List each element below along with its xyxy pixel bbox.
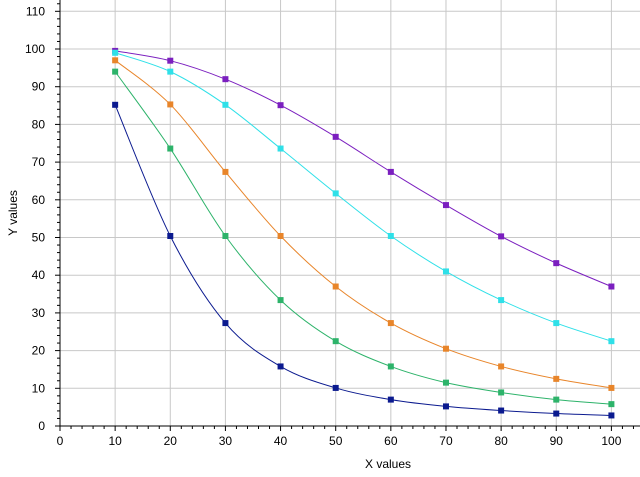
y-tick-label: 110 (26, 4, 45, 18)
series-point-3 (277, 232, 284, 239)
series-point-4 (277, 297, 284, 304)
series-points (112, 47, 615, 419)
y-tick-label: 80 (32, 117, 46, 131)
x-tick-label: 50 (329, 434, 343, 448)
x-tick-label: 70 (439, 434, 453, 448)
x-tick-label: 100 (601, 434, 621, 448)
series-point-4 (608, 401, 615, 408)
series-point-2 (608, 338, 615, 345)
series-point-5 (498, 407, 505, 414)
series-point-2 (222, 101, 229, 108)
series-point-3 (167, 101, 174, 108)
series-point-1 (387, 168, 394, 175)
series-point-2 (277, 145, 284, 152)
x-tick-label: 10 (108, 434, 122, 448)
series-point-4 (332, 338, 339, 345)
series-line-3 (114, 59, 612, 389)
x-tick-label: 30 (219, 434, 233, 448)
x-tick-label: 90 (550, 434, 564, 448)
series-point-3 (222, 168, 229, 175)
axes (55, 0, 640, 431)
series-point-4 (167, 145, 174, 152)
series-point-5 (553, 410, 560, 417)
series-point-1 (277, 102, 284, 109)
plot-area (48, 0, 640, 426)
series-point-4 (387, 363, 394, 370)
series-point-5 (608, 412, 615, 419)
series-point-4 (442, 379, 449, 386)
series-point-4 (222, 232, 229, 239)
series-point-2 (112, 49, 119, 56)
series-point-5 (222, 320, 229, 327)
series-point-2 (442, 268, 449, 275)
series-point-5 (332, 384, 339, 391)
series-point-2 (387, 232, 394, 239)
series-point-1 (498, 233, 505, 240)
y-tick-label: 20 (32, 344, 46, 358)
tick-labels: 0 10 20 30 40 50 60 70 80 90 100 0 10 20 30 40 50 60 70 80 9… (25, 4, 622, 448)
y-tick-label: 40 (32, 268, 46, 282)
y-tick-label: 0 (38, 419, 45, 433)
series-point-5 (112, 101, 119, 108)
gridlines (60, 0, 640, 426)
series-point-1 (553, 260, 560, 267)
series-point-2 (167, 68, 174, 75)
series-point-3 (498, 363, 505, 370)
series-point-3 (553, 375, 560, 382)
series-point-4 (498, 389, 505, 396)
series-point-3 (608, 384, 615, 391)
series-point-1 (167, 57, 174, 64)
y-axis-title: Y values (6, 190, 20, 236)
y-tick-label: 100 (25, 42, 45, 56)
series-point-5 (277, 363, 284, 370)
series-point-5 (167, 232, 174, 239)
x-tick-label: 20 (164, 434, 178, 448)
series-point-1 (442, 202, 449, 209)
x-tick-label: 60 (384, 434, 398, 448)
series-line-1 (115, 50, 612, 287)
series-point-3 (112, 57, 119, 64)
x-tick-label: 80 (494, 434, 508, 448)
series-point-4 (112, 68, 119, 75)
y-tick-label: 10 (32, 381, 46, 395)
series-point-2 (498, 297, 505, 304)
series-point-2 (332, 190, 339, 197)
series-point-5 (442, 403, 449, 410)
series-point-3 (442, 345, 449, 352)
y-tick-label: 60 (32, 193, 46, 207)
series-point-4 (553, 396, 560, 403)
series-point-1 (332, 133, 339, 140)
y-tick-label: 70 (32, 155, 46, 169)
y-tick-label: 90 (32, 80, 46, 94)
series-point-5 (387, 396, 394, 403)
x-tick-label: 40 (274, 434, 288, 448)
y-tick-label: 50 (32, 231, 46, 245)
series-point-1 (608, 283, 615, 290)
series-point-3 (387, 320, 394, 327)
x-axis-title: X values (365, 457, 411, 471)
series-line-2 (114, 52, 612, 342)
series-point-2 (553, 320, 560, 327)
y-tick-label: 30 (32, 306, 46, 320)
x-tick-label: 0 (57, 434, 64, 448)
series-point-1 (222, 76, 229, 83)
series-point-3 (332, 283, 339, 290)
